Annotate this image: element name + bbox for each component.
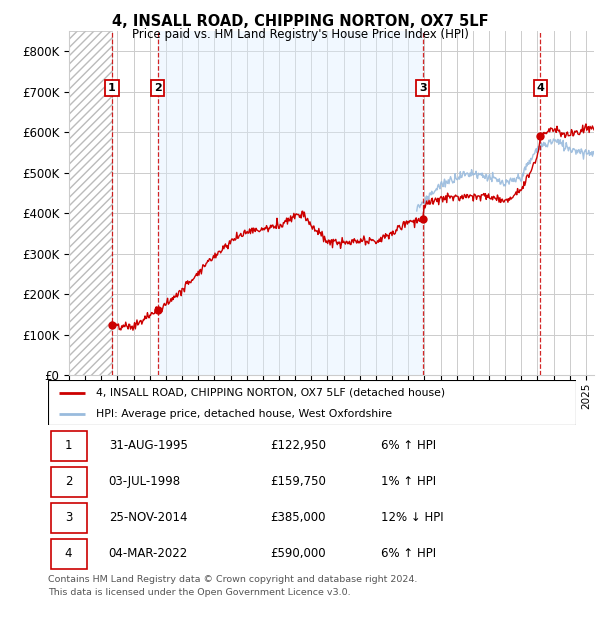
Text: 12% ↓ HPI: 12% ↓ HPI <box>380 512 443 524</box>
Bar <box>50 539 86 569</box>
Text: 25-NOV-2014: 25-NOV-2014 <box>109 512 187 524</box>
Text: 3: 3 <box>65 512 72 524</box>
Text: 3: 3 <box>419 83 427 93</box>
Bar <box>69 31 112 375</box>
Text: 4, INSALL ROAD, CHIPPING NORTON, OX7 5LF (detached house): 4, INSALL ROAD, CHIPPING NORTON, OX7 5LF… <box>95 388 445 397</box>
Text: 4: 4 <box>65 547 73 560</box>
Text: Price paid vs. HM Land Registry's House Price Index (HPI): Price paid vs. HM Land Registry's House … <box>131 28 469 41</box>
Text: HPI: Average price, detached house, West Oxfordshire: HPI: Average price, detached house, West… <box>95 409 392 419</box>
Text: 2: 2 <box>154 83 161 93</box>
Bar <box>158 31 423 375</box>
Text: 1: 1 <box>65 440 73 452</box>
Text: 2: 2 <box>65 476 73 488</box>
Text: 03-JUL-1998: 03-JUL-1998 <box>109 476 181 488</box>
Text: 1% ↑ HPI: 1% ↑ HPI <box>380 476 436 488</box>
Text: 31-AUG-1995: 31-AUG-1995 <box>109 440 188 452</box>
Text: £590,000: £590,000 <box>270 547 325 560</box>
Text: £122,950: £122,950 <box>270 440 326 452</box>
Text: 6% ↑ HPI: 6% ↑ HPI <box>380 547 436 560</box>
Text: 4, INSALL ROAD, CHIPPING NORTON, OX7 5LF: 4, INSALL ROAD, CHIPPING NORTON, OX7 5LF <box>112 14 488 29</box>
Text: This data is licensed under the Open Government Licence v3.0.: This data is licensed under the Open Gov… <box>48 588 350 598</box>
Text: 04-MAR-2022: 04-MAR-2022 <box>109 547 188 560</box>
Bar <box>50 503 86 533</box>
Text: 4: 4 <box>536 83 544 93</box>
Text: 1: 1 <box>108 83 116 93</box>
Text: Contains HM Land Registry data © Crown copyright and database right 2024.: Contains HM Land Registry data © Crown c… <box>48 575 418 584</box>
Bar <box>50 467 86 497</box>
Bar <box>50 431 86 461</box>
Text: £159,750: £159,750 <box>270 476 326 488</box>
Text: 6% ↑ HPI: 6% ↑ HPI <box>380 440 436 452</box>
Text: £385,000: £385,000 <box>270 512 325 524</box>
